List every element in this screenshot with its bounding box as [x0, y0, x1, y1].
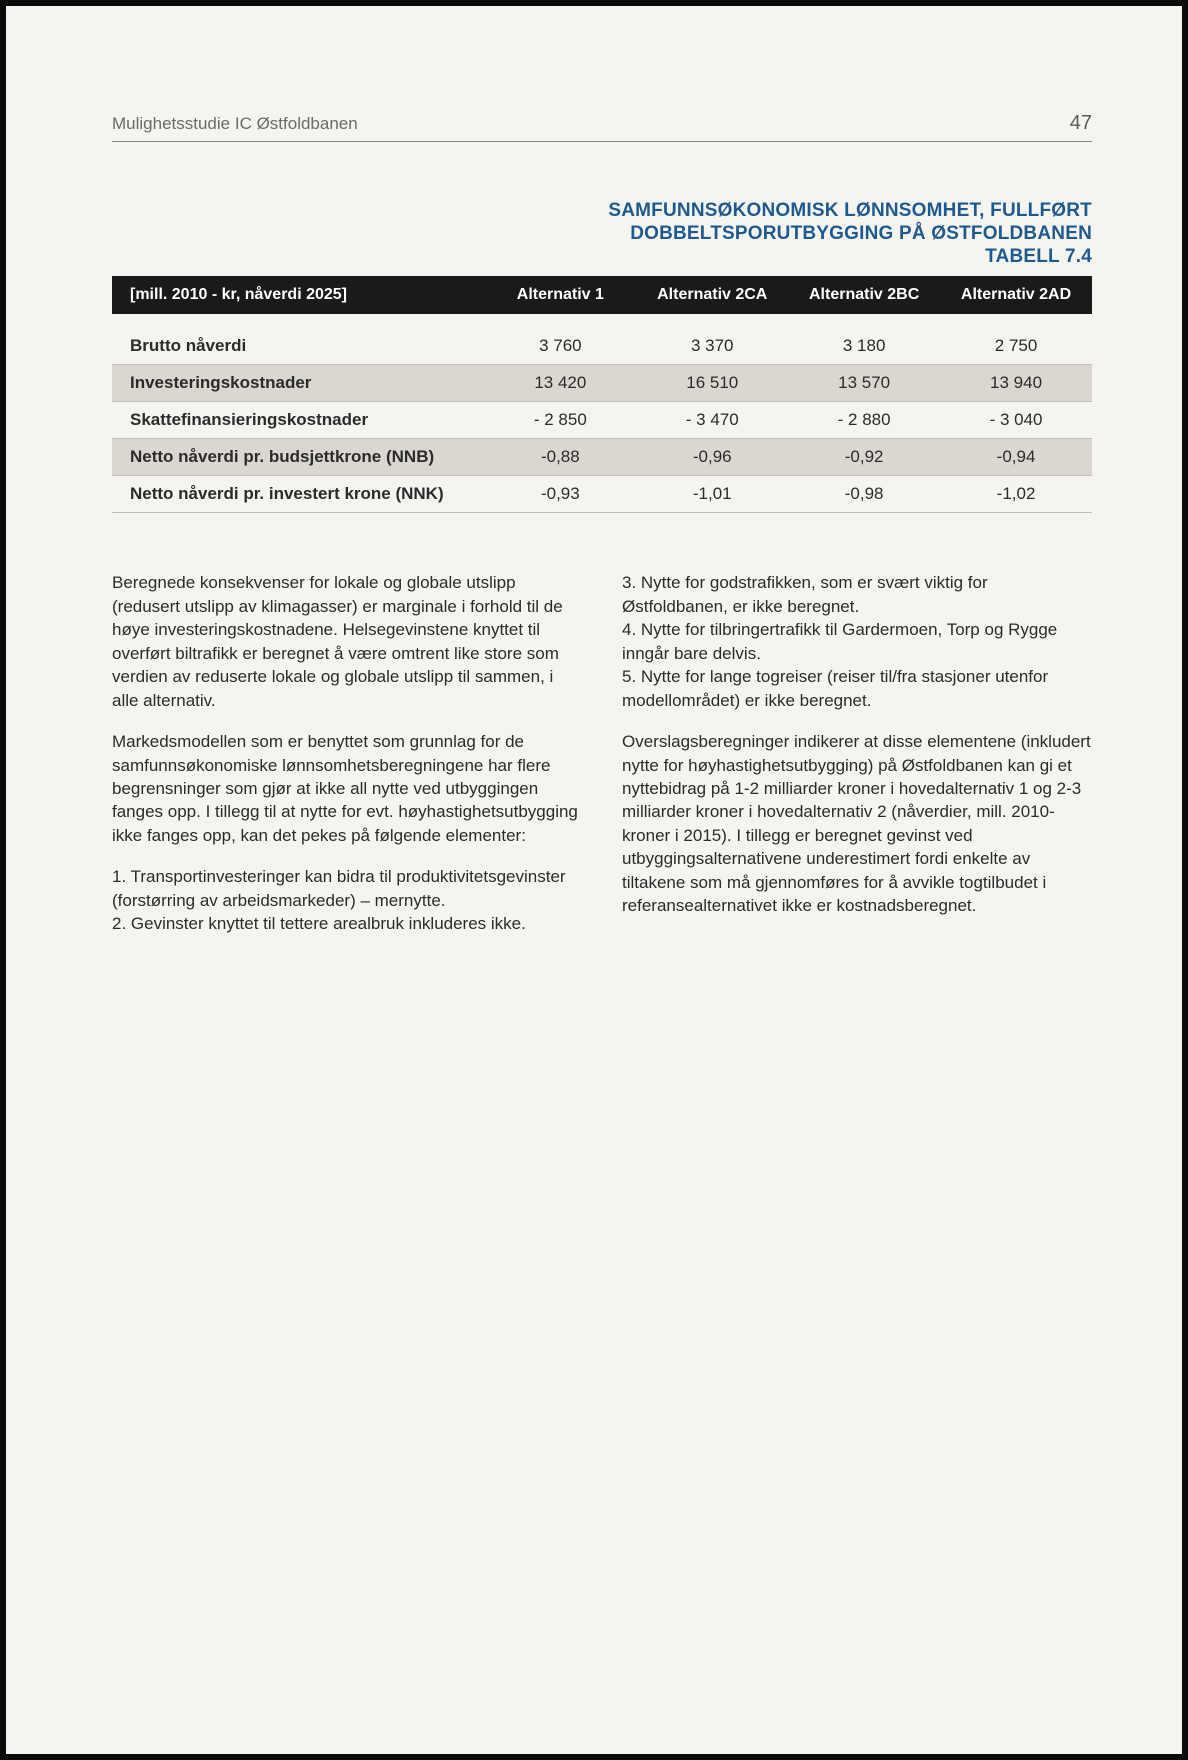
row-label: Netto nåverdi pr. investert krone (NNK): [112, 476, 484, 513]
cell: - 2 850: [484, 402, 636, 439]
paragraph: Beregnede konsekvenser for lokale og glo…: [112, 571, 582, 712]
row-label: Skattefinansieringskostnader: [112, 402, 484, 439]
cell: 13 940: [940, 365, 1092, 402]
cell: 16 510: [636, 365, 788, 402]
left-column: Beregnede konsekvenser for lokale og glo…: [112, 571, 582, 953]
table-header-row: [mill. 2010 - kr, nåverdi 2025] Alternat…: [112, 276, 1092, 314]
table-row: Skattefinansieringskostnader - 2 850 - 3…: [112, 402, 1092, 439]
right-column: 3. Nytte for godstrafikken, som er svært…: [622, 571, 1092, 953]
cell: -0,93: [484, 476, 636, 513]
paragraph: 2. Gevinster knyttet til tettere arealbr…: [112, 912, 582, 935]
cell: -0,94: [940, 439, 1092, 476]
cell: - 2 880: [788, 402, 940, 439]
header-col-2: Alternativ 2CA: [636, 276, 788, 314]
paragraph: 4. Nytte for tilbringertrafikk til Garde…: [622, 618, 1092, 665]
economics-table: [mill. 2010 - kr, nåverdi 2025] Alternat…: [112, 276, 1092, 513]
cell: -1,01: [636, 476, 788, 513]
caption-line-2: DOBBELTSPORUTBYGGING PÅ ØSTFOLDBANEN: [112, 223, 1092, 246]
table-row: Netto nåverdi pr. investert krone (NNK) …: [112, 476, 1092, 513]
cell: -1,02: [940, 476, 1092, 513]
paragraph: Markedsmodellen som er benyttet som grun…: [112, 730, 582, 847]
table-row: Investeringskostnader 13 420 16 510 13 5…: [112, 365, 1092, 402]
paragraph: Overslagsberegninger indikerer at disse …: [622, 730, 1092, 918]
cell: -0,88: [484, 439, 636, 476]
paragraph: 3. Nytte for godstrafikken, som er svært…: [622, 571, 1092, 618]
header-col-1: Alternativ 1: [484, 276, 636, 314]
paragraph: 1. Transportinvesteringer kan bidra til …: [112, 865, 582, 912]
page-number: 47: [1070, 112, 1092, 135]
cell: -0,96: [636, 439, 788, 476]
cell: 13 420: [484, 365, 636, 402]
cell: 2 750: [940, 328, 1092, 365]
cell: -0,92: [788, 439, 940, 476]
running-head: Mulighetsstudie IC Østfoldbanen 47: [112, 112, 1092, 142]
cell: - 3 040: [940, 402, 1092, 439]
cell: -0,98: [788, 476, 940, 513]
cell: - 3 470: [636, 402, 788, 439]
caption-line-3: TABELL 7.4: [112, 246, 1092, 269]
body-columns: Beregnede konsekvenser for lokale og glo…: [112, 571, 1092, 953]
cell: 3 180: [788, 328, 940, 365]
cell: 3 760: [484, 328, 636, 365]
caption-line-1: SAMFUNNSØKONOMISK LØNNSOMHET, FULLFØRT: [112, 200, 1092, 223]
table-caption: SAMFUNNSØKONOMISK LØNNSOMHET, FULLFØRT D…: [112, 200, 1092, 268]
page: Mulighetsstudie IC Østfoldbanen 47 SAMFU…: [0, 0, 1188, 1760]
header-col-4: Alternativ 2AD: [940, 276, 1092, 314]
header-col-3: Alternativ 2BC: [788, 276, 940, 314]
cell: 3 370: [636, 328, 788, 365]
paragraph: 5. Nytte for lange togreiser (reiser til…: [622, 665, 1092, 712]
header-rowlabel: [mill. 2010 - kr, nåverdi 2025]: [112, 276, 484, 314]
cell: 13 570: [788, 365, 940, 402]
running-title: Mulighetsstudie IC Østfoldbanen: [112, 114, 358, 134]
row-label: Brutto nåverdi: [112, 328, 484, 365]
table-row: Brutto nåverdi 3 760 3 370 3 180 2 750: [112, 328, 1092, 365]
row-label: Netto nåverdi pr. budsjettkrone (NNB): [112, 439, 484, 476]
row-label: Investeringskostnader: [112, 365, 484, 402]
table-row: Netto nåverdi pr. budsjettkrone (NNB) -0…: [112, 439, 1092, 476]
